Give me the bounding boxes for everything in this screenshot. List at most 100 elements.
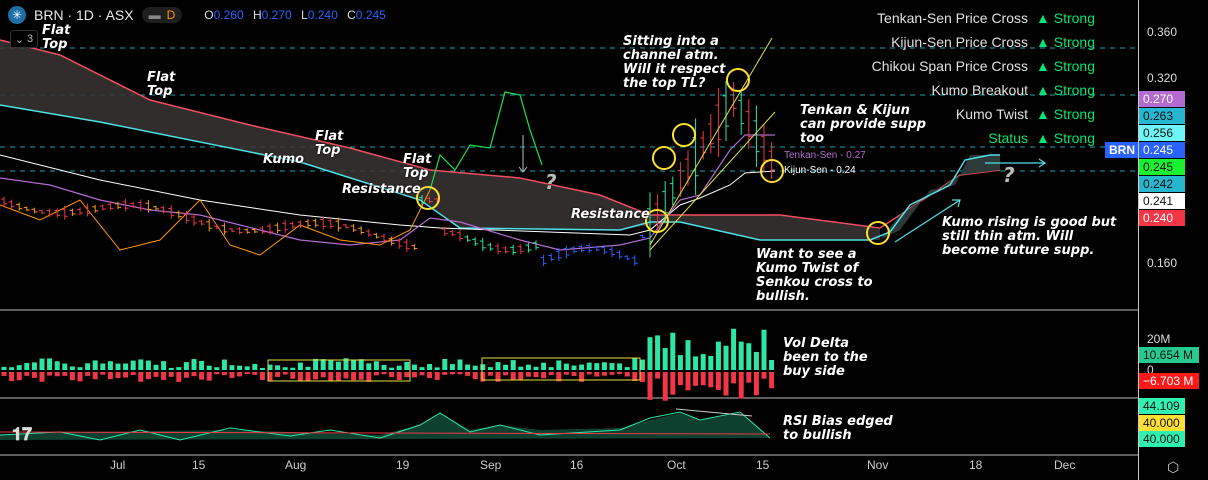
volume-sell-bar — [647, 372, 653, 400]
annotation-flat-top: Flat Top — [403, 152, 432, 181]
volume-sell-bar — [655, 372, 661, 379]
rsi-divergence-line — [675, 408, 753, 417]
price-tag: 0.241 — [1139, 193, 1185, 209]
volume-buy-bar — [472, 365, 478, 370]
low-value: 0.240 — [307, 8, 338, 22]
volume-buy-bar — [343, 358, 349, 370]
price-tag: 0.245 — [1139, 142, 1185, 158]
volume-buy-bar — [282, 367, 288, 370]
high-label: H — [252, 8, 262, 22]
volume-sell-bar — [677, 372, 683, 386]
volume-sell-bar — [39, 372, 45, 382]
volume-buy-bar — [358, 359, 364, 370]
volume-buy-bar — [617, 363, 623, 370]
volume-sell-bar — [738, 372, 744, 399]
minus-icon: ▬ — [148, 8, 161, 22]
volume-sell-bar — [624, 372, 630, 377]
signal-label: Tenkan-Sen Price Cross — [877, 10, 1028, 26]
signal-row: Kumo Breakout ▲ Strong — [872, 82, 1112, 106]
price-tick: 0.360 — [1147, 25, 1178, 39]
volume-sell-bar — [411, 372, 417, 378]
volume-tick: 20M — [1147, 332, 1171, 346]
volume-sell-bar — [145, 372, 151, 380]
volume-sell-bar — [662, 372, 668, 401]
volume-buy-bar — [624, 367, 630, 370]
time-tick: Dec — [1054, 458, 1076, 472]
volume-buy-bar — [123, 363, 129, 370]
volume-sell-bar — [670, 372, 676, 395]
volume-buy-bar — [761, 329, 767, 370]
volume-buy-bar — [16, 365, 22, 370]
volume-buy-bar — [320, 359, 326, 370]
price-axis[interactable]: 0.360 0.320 0.160 0.270 0.263 0.256 0.245 0.… — [1138, 0, 1208, 480]
open-label: O — [204, 8, 214, 22]
volume-sell-bar — [396, 372, 402, 380]
tenkan-line-label: Tenkan-Sen - 0.27 — [784, 150, 866, 161]
volume-sell-bar — [351, 372, 357, 381]
volume-sell-bar — [495, 372, 501, 382]
indicator-count: 3 — [27, 33, 34, 45]
volume-buy-bar — [419, 367, 425, 370]
volume-sell-bar — [1, 372, 7, 376]
volume-buy-bar — [69, 366, 75, 370]
volume-sell-bar — [123, 372, 129, 378]
volume-sell-bar — [85, 372, 91, 376]
symbol-tag: BRN — [1105, 142, 1138, 158]
volume-buy-bar — [335, 361, 341, 370]
settings-hexagon-icon[interactable]: ⬡ — [1167, 459, 1180, 475]
volume-buy-bar — [39, 358, 45, 370]
chart-header: ✳ BRN · 1D · ASX ▬ D O0.260 H0.270 L0.240… — [8, 6, 392, 24]
volume-buy-bar — [708, 355, 714, 370]
volume-sell-bar — [259, 372, 265, 381]
volume-sell-bar — [77, 372, 83, 382]
annotation-question: ? — [1003, 163, 1015, 187]
volume-buy-bar — [237, 365, 243, 370]
chart-canvas[interactable] — [0, 0, 1138, 480]
volume-sell-bar — [601, 372, 607, 376]
volume-sell-bar — [579, 372, 585, 382]
volume-sell-bar — [237, 372, 243, 377]
symbol-title[interactable]: BRN · 1D · ASX — [34, 7, 134, 23]
volume-buy-bar — [404, 362, 410, 370]
volume-buy-bar — [351, 360, 357, 370]
volume-buy-bar — [700, 354, 706, 370]
signal-status: ▲ Strong — [1036, 82, 1095, 98]
price-tag: 0.245 — [1139, 159, 1185, 175]
volume-sell-bar — [168, 372, 174, 377]
volume-sell-bar — [335, 372, 341, 381]
volume-buy-bar — [655, 335, 661, 370]
volume-buy-bar — [609, 363, 615, 370]
volume-buy-bar — [449, 364, 455, 370]
volume-buy-bar — [753, 351, 759, 370]
volume-buy-tag: 10.654 M — [1139, 347, 1199, 363]
volume-buy-bar — [275, 365, 281, 370]
volume-sell-bar — [290, 372, 296, 379]
volume-buy-bar — [662, 348, 668, 370]
volume-buy-bar — [92, 360, 98, 370]
volume-buy-bar — [556, 360, 562, 370]
volume-tick: 0 — [1147, 363, 1154, 377]
volume-buy-bar — [373, 361, 379, 370]
volume-sell-bar — [221, 372, 227, 376]
volume-buy-bar — [442, 358, 448, 370]
price-tick: 0.160 — [1147, 256, 1178, 270]
volume-sell-bar — [685, 372, 691, 391]
annotation-flat-top: Flat Top — [315, 129, 344, 158]
volume-sell-bar — [427, 372, 433, 379]
signal-status: ▲ Strong — [1036, 106, 1095, 122]
collapse-indicators-button[interactable]: ⌄ 3 — [10, 30, 38, 48]
interval-badge[interactable]: ▬ D — [141, 7, 183, 23]
volume-sell-bar — [708, 372, 714, 388]
volume-buy-bar — [267, 364, 273, 370]
signal-status: ▲ Strong — [1036, 130, 1095, 146]
volume-buy-bar — [525, 364, 531, 370]
volume-buy-bar — [503, 364, 509, 370]
volume-sell-bar — [214, 372, 220, 375]
volume-buy-bar — [579, 364, 585, 370]
volume-sell-bar — [191, 372, 197, 377]
signal-row: Kumo Twist ▲ Strong — [872, 106, 1112, 130]
volume-sell-bar — [510, 372, 516, 380]
volume-buy-bar — [541, 362, 547, 370]
volume-buy-bar — [601, 362, 607, 370]
volume-buy-bar — [161, 361, 167, 370]
